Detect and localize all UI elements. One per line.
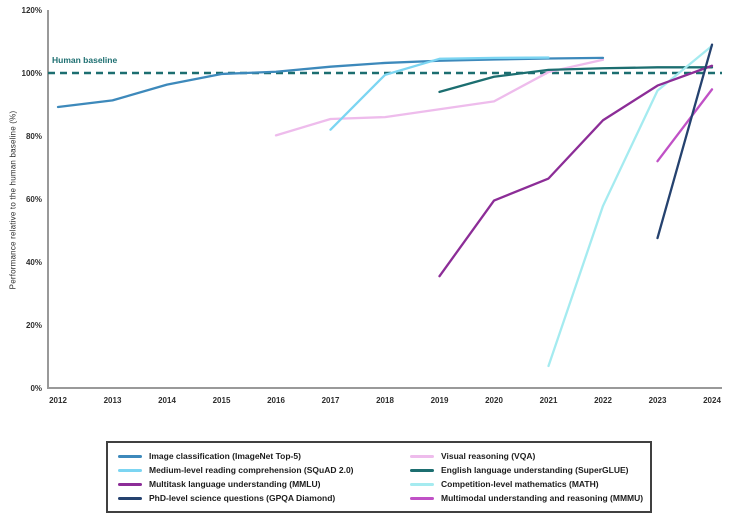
human-baseline-label: Human baseline — [52, 55, 118, 65]
y-tick-100: 100% — [22, 69, 42, 78]
x-tick-2012: 2012 — [49, 396, 67, 405]
y-tick-120: 120% — [22, 6, 42, 15]
line-chart-plot: 0% 20% 40% 60% 80% 100% 120% 2012 2013 2014 2015 20… — [22, 6, 722, 405]
legend-label-superglue: English language understanding (SuperGLU… — [441, 465, 629, 475]
legend-swatch-squad-2-0 — [118, 468, 142, 472]
legend-item-mmlu: Multitask language understanding (MMLU) — [118, 477, 410, 491]
series-line-mmlu — [438, 64, 714, 278]
legend-label-mmlu: Multitask language understanding (MMLU) — [149, 479, 321, 489]
series-line-gpqa-diamond — [656, 43, 714, 240]
x-tick-2023: 2023 — [649, 396, 667, 405]
x-tick-2015: 2015 — [213, 396, 231, 405]
legend-item-mmmu: Multimodal understanding and reasoning (… — [410, 491, 644, 505]
x-tick-2020: 2020 — [485, 396, 503, 405]
y-tick-20: 20% — [26, 321, 42, 330]
series-line-mmmu — [656, 88, 714, 163]
legend-item-imagenet-top5: Image classification (ImageNet Top-5) — [118, 449, 410, 463]
y-tick-60: 60% — [26, 195, 42, 204]
legend-label-mmmu: Multimodal understanding and reasoning (… — [441, 493, 644, 503]
x-tick-2021: 2021 — [540, 396, 558, 405]
legend-label-vqa: Visual reasoning (VQA) — [441, 451, 536, 461]
x-tick-2024: 2024 — [703, 396, 721, 405]
legend-label-squad-2-0: Medium-level reading comprehension (SQuA… — [149, 465, 354, 475]
series-line-math — [547, 44, 714, 368]
legend-label-math: Competition-level mathematics (MATH) — [441, 479, 599, 489]
legend-swatch-superglue — [410, 468, 434, 472]
legend-label-gpqa-diamond: PhD-level science questions (GPQA Diamon… — [149, 493, 336, 503]
x-tick-2018: 2018 — [376, 396, 394, 405]
legend-item-vqa: Visual reasoning (VQA) — [410, 449, 642, 463]
series-line-superglue — [438, 66, 714, 94]
legend-swatch-mmmu — [410, 496, 434, 500]
legend-item-superglue: English language understanding (SuperGLU… — [410, 463, 642, 477]
x-tick-2016: 2016 — [267, 396, 285, 405]
x-tick-2019: 2019 — [431, 396, 449, 405]
series-line-vqa — [274, 58, 605, 137]
legend-swatch-gpqa-diamond — [118, 496, 142, 500]
x-tick-2013: 2013 — [104, 396, 122, 405]
legend-label-imagenet-top5: Image classification (ImageNet Top-5) — [149, 451, 301, 461]
x-tick-2017: 2017 — [322, 396, 340, 405]
legend-item-squad-2-0: Medium-level reading comprehension (SQuA… — [118, 463, 410, 477]
legend-swatch-mmlu — [118, 482, 142, 486]
legend-item-gpqa-diamond: PhD-level science questions (GPQA Diamon… — [118, 491, 410, 505]
axis-lines — [47, 10, 722, 389]
series-line-imagenet-top5 — [56, 56, 605, 109]
y-tick-80: 80% — [26, 132, 42, 141]
legend-item-math: Competition-level mathematics (MATH) — [410, 477, 642, 491]
y-tick-0: 0% — [30, 384, 42, 393]
x-tick-2014: 2014 — [158, 396, 176, 405]
series-line-squad-2-0 — [329, 56, 550, 131]
chart-legend: Image classification (ImageNet Top-5) Med… — [106, 441, 652, 513]
legend-swatch-imagenet-top5 — [118, 454, 142, 458]
legend-swatch-math — [410, 482, 434, 486]
legend-swatch-vqa — [410, 454, 434, 458]
y-tick-40: 40% — [26, 258, 42, 267]
x-tick-2022: 2022 — [594, 396, 612, 405]
